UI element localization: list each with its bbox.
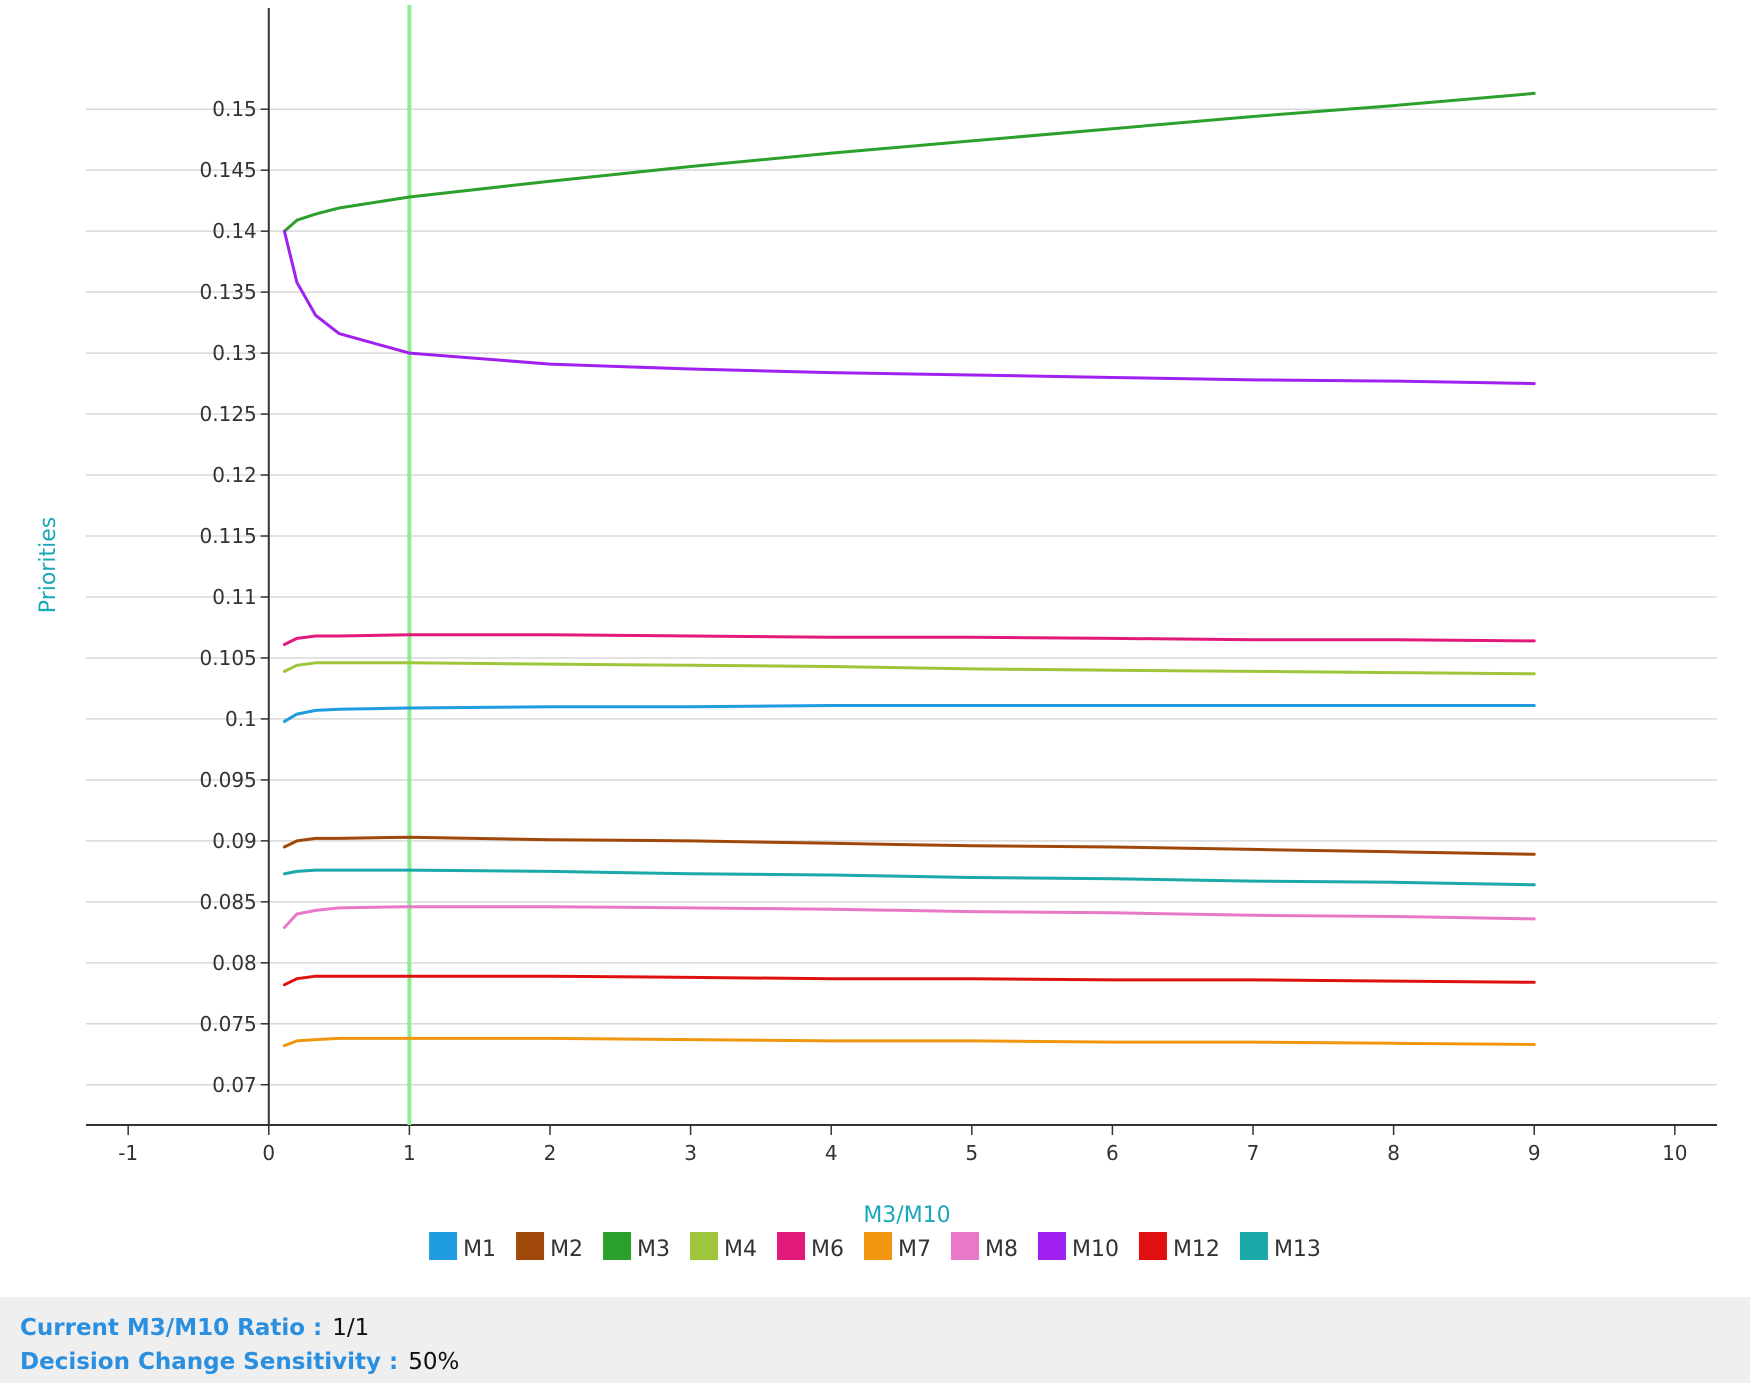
ratio-value: 1/1 bbox=[332, 1315, 370, 1341]
series-line-m12 bbox=[282, 974, 1536, 987]
sensitivity-chart: 0.07 0.075 0.08 0.085 0.09 0.095 0.1 0.105 0.11 0… bbox=[36, 5, 1717, 1262]
legend-label: M6 bbox=[811, 1237, 844, 1262]
y-axis-title: Priorities bbox=[36, 517, 61, 613]
y-tick-label: 0.135 bbox=[200, 280, 257, 304]
x-tick-label: 0 bbox=[262, 1141, 275, 1165]
legend-label: M3 bbox=[637, 1237, 670, 1262]
legend-label: M8 bbox=[985, 1237, 1018, 1262]
legend-item-m8[interactable]: M8 bbox=[950, 1232, 1018, 1262]
series-line-m6 bbox=[282, 633, 1536, 646]
legend-swatch bbox=[603, 1232, 632, 1260]
axis-layer: 0.07 0.075 0.08 0.085 0.09 0.095 0.1 0.105 0.11 0… bbox=[86, 8, 1717, 1165]
sensitivity-label: Decision Change Sensitivity : bbox=[20, 1349, 399, 1375]
legend-item-m2[interactable]: M2 bbox=[516, 1232, 583, 1262]
y-tick-label: 0.075 bbox=[200, 1012, 257, 1036]
y-tick-label: 0.07 bbox=[212, 1073, 257, 1097]
x-axis-title: M3/M10 bbox=[863, 1203, 950, 1228]
y-tick-label: 0.13 bbox=[212, 341, 257, 365]
x-tick-label: 10 bbox=[1662, 1141, 1687, 1165]
legend-label: M13 bbox=[1274, 1237, 1321, 1262]
legend-item-m6[interactable]: M6 bbox=[777, 1232, 844, 1262]
grid-layer bbox=[86, 108, 1717, 1086]
legend-swatch bbox=[1138, 1232, 1167, 1260]
y-tick-label: 0.08 bbox=[212, 951, 257, 975]
legend-swatch bbox=[429, 1232, 458, 1260]
series-line-m1 bbox=[282, 704, 1536, 723]
y-tick-label: 0.09 bbox=[212, 829, 257, 853]
x-tick-label: 3 bbox=[684, 1141, 697, 1165]
legend-swatch bbox=[777, 1232, 806, 1260]
y-tick-label: 0.145 bbox=[200, 158, 257, 182]
y-tick-label: 0.125 bbox=[200, 402, 257, 426]
x-tick-label: 4 bbox=[825, 1141, 838, 1165]
info-panel: Current M3/M10 Ratio : 1/1 Decision Chang… bbox=[0, 1297, 1750, 1383]
series-line-m4 bbox=[282, 661, 1536, 676]
legend-item-m1[interactable]: M1 bbox=[429, 1232, 496, 1262]
legend-swatch bbox=[864, 1232, 892, 1260]
x-tick-label: 7 bbox=[1247, 1141, 1260, 1165]
x-tick-label: 1 bbox=[403, 1141, 416, 1165]
legend-label: M4 bbox=[724, 1237, 757, 1262]
series-line-m8 bbox=[282, 905, 1536, 929]
series-line-m3 bbox=[282, 91, 1536, 233]
y-tick-label: 0.15 bbox=[212, 97, 257, 121]
ratio-row: Current M3/M10 Ratio : 1/1 bbox=[20, 1315, 369, 1341]
series-line-m13 bbox=[282, 868, 1536, 887]
y-tick-label: 0.095 bbox=[200, 768, 257, 792]
legend-item-m3[interactable]: M3 bbox=[603, 1232, 670, 1262]
y-tick-label: 0.105 bbox=[200, 646, 257, 670]
legend-item-m12[interactable]: M12 bbox=[1138, 1232, 1220, 1262]
y-tick-label: 0.085 bbox=[200, 890, 257, 914]
legend-swatch bbox=[950, 1232, 979, 1260]
series-line-m7 bbox=[282, 1036, 1536, 1048]
x-tick-label: 5 bbox=[965, 1141, 978, 1165]
series-line-m2 bbox=[282, 835, 1536, 856]
y-tick-label: 0.11 bbox=[212, 585, 257, 609]
x-tick-label: 9 bbox=[1528, 1141, 1541, 1165]
legend-item-m10[interactable]: M10 bbox=[1037, 1232, 1119, 1262]
legend-label: M10 bbox=[1072, 1237, 1119, 1262]
x-tick-label: -1 bbox=[118, 1141, 138, 1165]
sensitivity-row: Decision Change Sensitivity : 50% bbox=[20, 1349, 459, 1375]
legend-item-m4[interactable]: M4 bbox=[690, 1232, 757, 1262]
series-line-m10 bbox=[282, 229, 1536, 386]
legend-swatch bbox=[690, 1232, 719, 1260]
legend-item-m13[interactable]: M13 bbox=[1239, 1232, 1321, 1262]
y-tick-label: 0.14 bbox=[212, 219, 257, 243]
x-tick-label: 2 bbox=[544, 1141, 557, 1165]
y-tick-label: 0.115 bbox=[200, 524, 257, 548]
x-tick-label: 8 bbox=[1387, 1141, 1400, 1165]
legend-swatch bbox=[516, 1232, 545, 1260]
legend-label: M2 bbox=[550, 1237, 583, 1262]
legend-item-m7[interactable]: M7 bbox=[864, 1232, 931, 1262]
legend-label: M1 bbox=[463, 1237, 496, 1262]
legend-swatch bbox=[1037, 1232, 1066, 1260]
legend-label: M12 bbox=[1173, 1237, 1220, 1262]
sensitivity-value: 50% bbox=[408, 1349, 460, 1375]
y-tick-label: 0.1 bbox=[225, 707, 257, 731]
legend-label: M7 bbox=[898, 1237, 931, 1262]
x-tick-label: 6 bbox=[1106, 1141, 1119, 1165]
legend-swatch bbox=[1239, 1232, 1268, 1260]
legend: M1 M2 M3 M4 M6 M7 M8 M10 M12 M13 bbox=[429, 1232, 1321, 1262]
series-layer bbox=[282, 91, 1536, 1048]
ratio-label: Current M3/M10 Ratio : bbox=[20, 1315, 323, 1341]
y-tick-label: 0.12 bbox=[212, 463, 257, 487]
